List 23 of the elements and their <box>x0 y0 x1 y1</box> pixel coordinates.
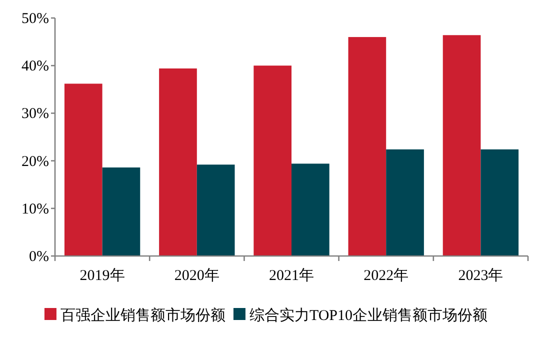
x-tick-label: 2020年 <box>174 267 220 284</box>
bar <box>442 35 481 256</box>
bar <box>196 164 235 256</box>
bar <box>348 37 386 256</box>
bar <box>102 167 140 256</box>
y-tick-label: 40% <box>22 58 49 75</box>
x-tick-label: 2019年 <box>80 267 125 284</box>
y-tick-label: 30% <box>22 106 49 122</box>
bar <box>254 66 292 256</box>
bar <box>292 164 330 256</box>
x-tick-label: 2023年 <box>458 267 504 284</box>
x-tick-label: 2022年 <box>364 267 409 284</box>
y-tick-label: 50% <box>22 11 49 27</box>
y-tick-label: 10% <box>22 201 49 218</box>
bar <box>159 68 197 256</box>
y-tick-label: 0% <box>29 249 49 265</box>
legend-label: 综合实力TOP10企业销售额市场份额 <box>249 307 488 324</box>
bar <box>386 149 424 256</box>
bar <box>480 149 519 256</box>
x-tick-label: 2021年 <box>269 267 314 284</box>
y-tick-label: 20% <box>22 154 49 170</box>
legend-label: 百强企业销售额市场份额 <box>60 307 226 324</box>
bar <box>64 84 102 256</box>
